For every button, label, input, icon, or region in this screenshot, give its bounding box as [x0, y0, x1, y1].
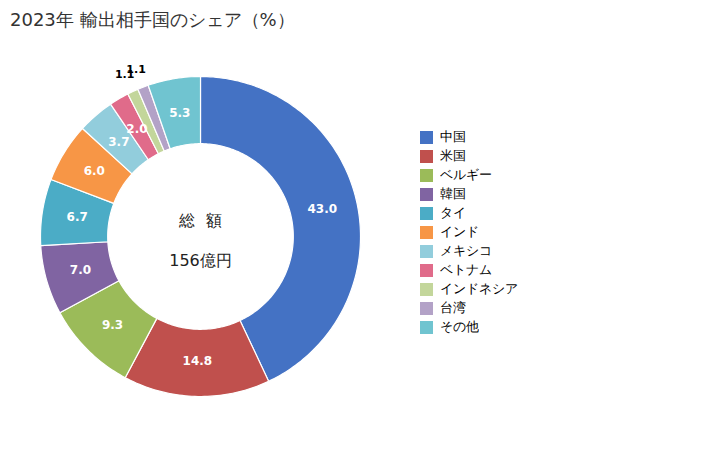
svg-text:6.7: 6.7	[67, 210, 88, 224]
svg-text:14.8: 14.8	[183, 354, 213, 368]
html-text:インド: インド	[439, 224, 479, 240]
svg-text:5.3: 5.3	[169, 106, 190, 120]
svg-text:43.0: 43.0	[307, 202, 337, 216]
html-text:ベルギー: ベルギー	[439, 167, 492, 183]
html-text:メキシコ: メキシコ	[439, 243, 492, 259]
html-text:タイ: タイ	[439, 205, 466, 221]
svg-text:9.3: 9.3	[102, 318, 123, 332]
html-text:韓国: 韓国	[439, 186, 466, 202]
svg-text:1.1: 1.1	[126, 63, 146, 76]
svg-text:3.7: 3.7	[108, 135, 129, 149]
html-text:米国: 米国	[439, 148, 466, 164]
html-text:台湾: 台湾	[439, 300, 466, 316]
svg-text:1.1: 1.1	[115, 67, 135, 81]
html-text:インドネシア: インドネシア	[439, 281, 518, 297]
svg-text:156億円: 156億円	[169, 251, 232, 270]
svg-text:6.0: 6.0	[84, 164, 105, 178]
html-text:ベトナム: ベトナム	[439, 262, 492, 278]
svg-text:7.0: 7.0	[70, 263, 91, 277]
html-text:2023年 輸出相手国のシェア（%）: 2023年 輸出相手国のシェア（%）	[10, 9, 295, 30]
svg-text:総 額: 総 額	[178, 211, 221, 230]
html-text:その他: その他	[439, 319, 479, 335]
html-text:中国: 中国	[439, 129, 466, 145]
svg-text:2.0: 2.0	[126, 122, 147, 136]
